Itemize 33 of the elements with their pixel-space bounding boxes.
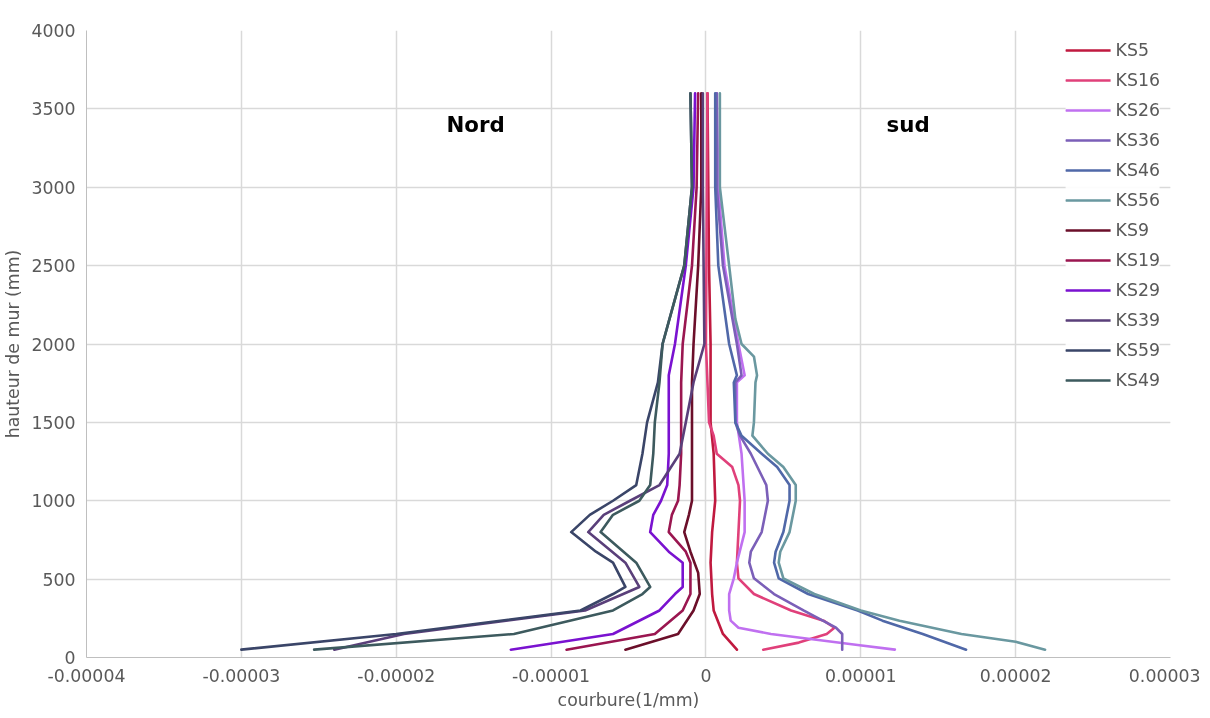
x-tick-label: -0.00004	[47, 665, 126, 686]
x-tick-label: -0.00001	[512, 665, 591, 686]
legend-label: KS29	[1115, 280, 1160, 300]
legend-label: KS59	[1115, 340, 1160, 360]
x-tick-label: 0.00002	[979, 665, 1052, 686]
legend-label: KS56	[1115, 190, 1160, 210]
x-tick-label: -0.00002	[357, 665, 436, 686]
y-tick-label: 1000	[31, 491, 76, 512]
y-tick-label: 500	[42, 569, 76, 590]
y-tick-label: 3000	[31, 177, 76, 198]
y-tick-label: 2500	[31, 256, 76, 277]
legend-label: KS36	[1115, 130, 1160, 150]
legend-label: KS9	[1115, 220, 1149, 240]
x-tick-label: 0.00003	[1128, 665, 1201, 686]
legend-label: KS16	[1115, 70, 1160, 90]
legend-label: KS19	[1115, 250, 1160, 270]
x-axis-title: courbure(1/mm)	[557, 689, 700, 710]
legend-label: KS5	[1115, 40, 1149, 60]
x-tick-label: 0.00001	[824, 665, 897, 686]
legend-label: KS46	[1115, 160, 1160, 180]
y-tick-label: 3500	[31, 99, 76, 120]
legend-label: KS49	[1115, 370, 1160, 390]
x-tick-label: -0.00003	[202, 665, 281, 686]
annotation: Nord	[446, 111, 505, 137]
legend-label: KS26	[1115, 100, 1160, 120]
y-axis-title: hauteur de mur (mm)	[3, 249, 24, 439]
legend-label: KS39	[1115, 310, 1160, 330]
annotation: sud	[886, 111, 930, 137]
y-tick-label: 0	[64, 648, 76, 668]
y-tick-label: 1500	[31, 412, 76, 433]
y-tick-label: 2000	[31, 334, 76, 355]
y-tick-label: 4000	[31, 21, 76, 41]
x-tick-label: 0	[700, 665, 712, 686]
